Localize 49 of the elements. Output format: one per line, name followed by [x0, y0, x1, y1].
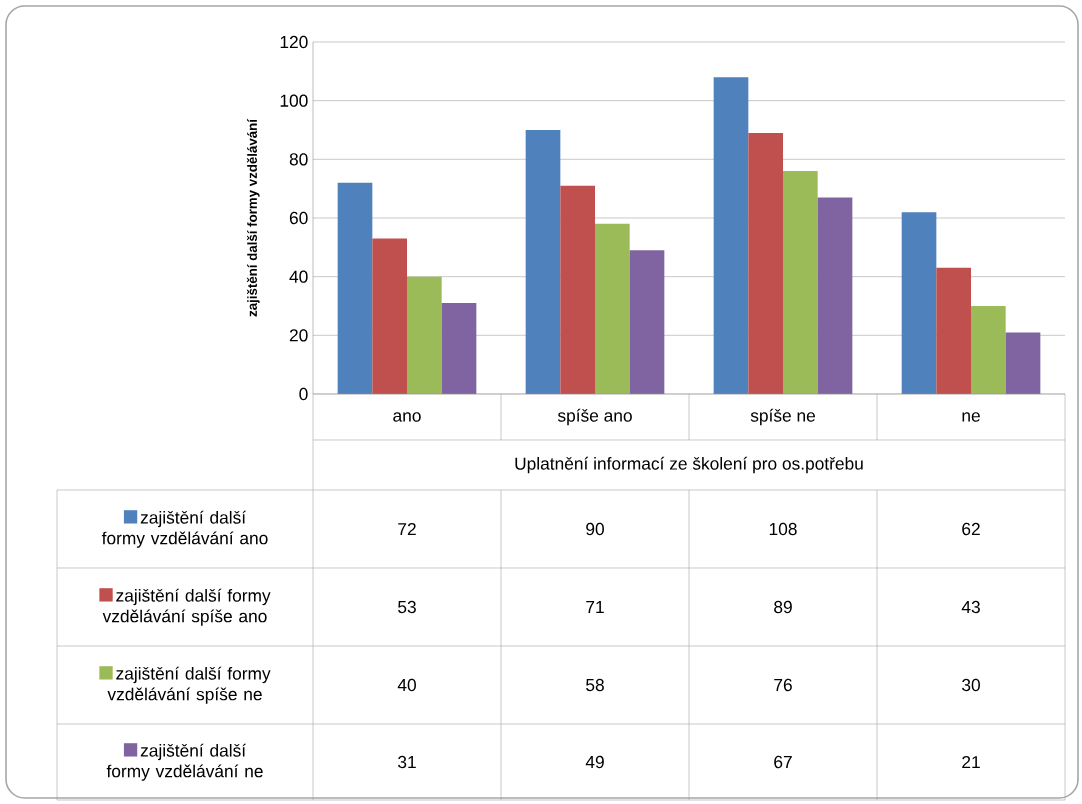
x-axis-title: Uplatnění informací ze školení pro os.potřebu	[515, 456, 863, 474]
bar	[337, 182, 373, 394]
data-label: 90	[586, 522, 604, 536]
data-label: 43	[961, 600, 980, 614]
bar	[525, 129, 561, 394]
bar	[560, 185, 596, 394]
data-label: 89	[774, 600, 792, 614]
data-label: 40	[397, 678, 416, 692]
data-label: 31	[398, 755, 416, 769]
bar	[1005, 332, 1041, 394]
bar	[629, 250, 665, 394]
data-label: 67	[774, 755, 792, 769]
bar	[817, 197, 853, 394]
bar	[936, 267, 972, 394]
bar	[595, 223, 630, 394]
data-label: 62	[962, 522, 980, 536]
data-label: 72	[398, 522, 416, 536]
data-label: 71	[586, 601, 604, 613]
y-tick-label: 120	[280, 35, 308, 49]
x-tick-label: ne	[962, 412, 980, 422]
y-tick-label: 100	[280, 94, 308, 107]
y-tick-label: 20	[289, 329, 308, 342]
bar	[372, 238, 408, 394]
data-label: 58	[586, 678, 604, 692]
data-label: 108	[769, 522, 797, 536]
bar	[748, 132, 784, 394]
bar	[901, 212, 937, 394]
data-label: 76	[774, 678, 792, 692]
y-tick-label: 40	[289, 270, 308, 283]
bar	[713, 77, 749, 394]
bar	[971, 305, 1006, 394]
data-label: 30	[962, 678, 980, 692]
y-axis-title: zajištění další formy vzdělávání	[246, 118, 260, 317]
legend-label: zajištění další formy vzdělávání spíše ano	[102, 588, 271, 626]
bar	[407, 276, 442, 394]
x-tick-label: spíše ano	[557, 408, 632, 426]
data-label: 49	[585, 755, 604, 769]
y-tick-label: 0	[299, 387, 308, 401]
x-tick-label: spíše ne	[750, 408, 815, 426]
legend-label: zajištění další formy vzdělávání ne	[106, 743, 263, 781]
legend-label: zajištění další formy vzdělávání spíše ne	[107, 666, 271, 704]
x-tick-label: ano	[393, 412, 421, 422]
bar	[441, 303, 477, 394]
y-tick-label: 60	[289, 211, 308, 225]
y-tick-label: 80	[289, 153, 308, 166]
data-label: 21	[962, 755, 980, 769]
legend-label: zajištění další formy vzdělávání ano	[101, 510, 268, 548]
bar	[783, 171, 818, 394]
data-label: 53	[398, 600, 416, 614]
